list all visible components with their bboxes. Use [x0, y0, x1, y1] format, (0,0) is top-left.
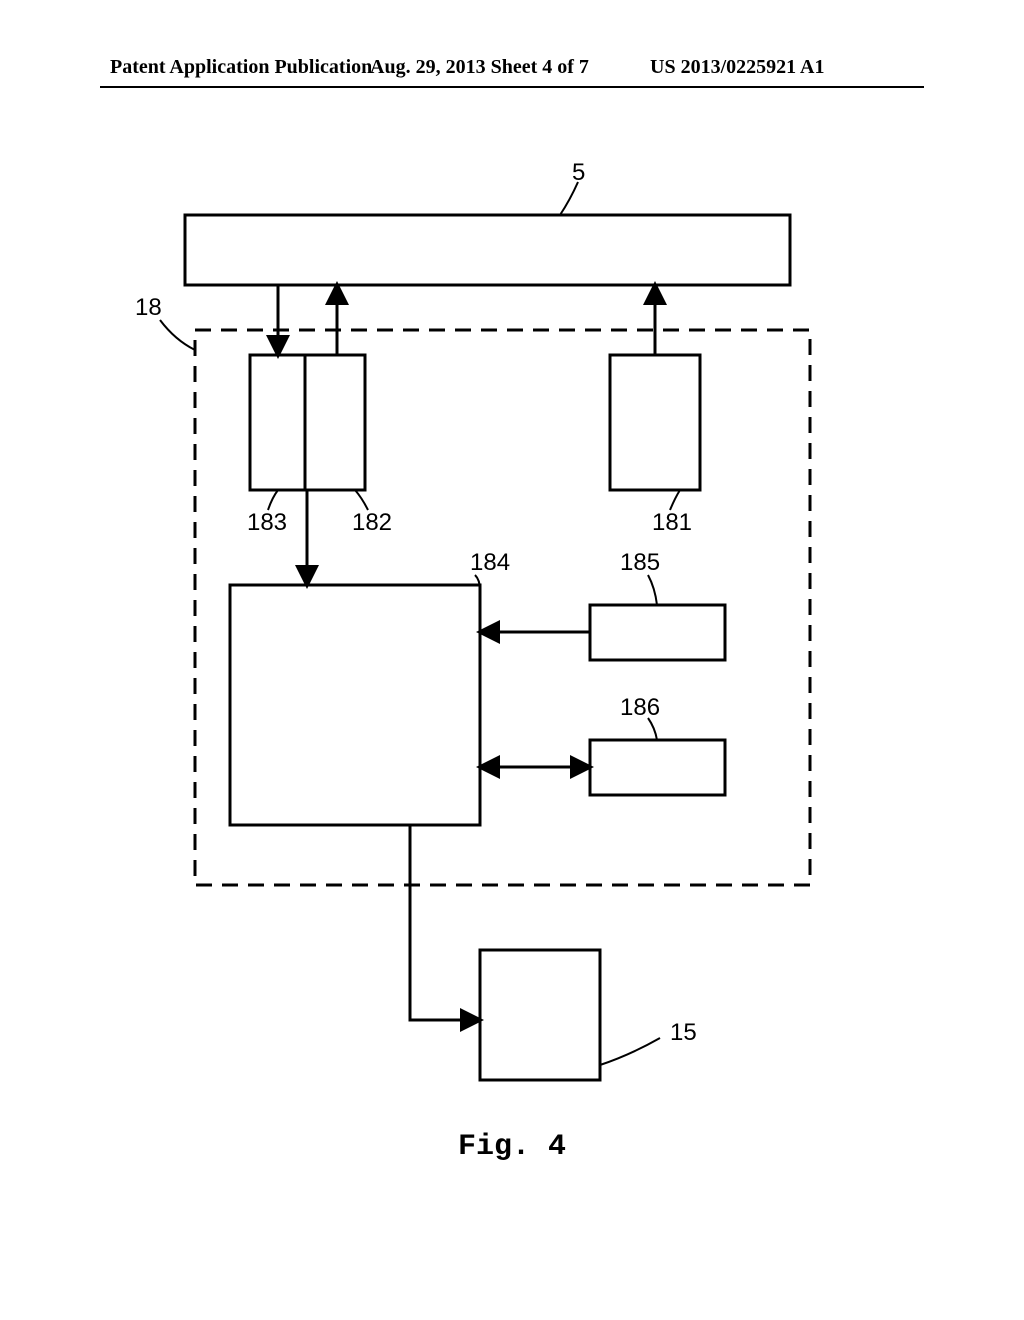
block-b15: [480, 950, 600, 1080]
leader-ll5: [560, 182, 578, 215]
leader-ll18: [160, 320, 195, 350]
label-184: 184: [470, 549, 510, 576]
leader-ll182: [355, 490, 368, 510]
diagram-container: 5 18 183 182 184 185 181 186 15: [100, 160, 880, 1100]
header-center: Aug. 29, 2013 Sheet 4 of 7: [370, 56, 589, 79]
figure-label: Fig. 4: [0, 1130, 1024, 1164]
block-b185: [590, 605, 725, 660]
block-b181: [610, 355, 700, 490]
leader-ll15: [600, 1038, 660, 1065]
label-183: 183: [247, 509, 287, 536]
header-right: US 2013/0225921 A1: [650, 56, 824, 79]
header-rule: [100, 86, 924, 88]
leader-ll185: [648, 575, 657, 605]
leader-ll183: [268, 490, 278, 510]
label-182: 182: [352, 509, 392, 536]
block-b5: [185, 215, 790, 285]
page: Patent Application Publication Aug. 29, …: [0, 0, 1024, 1320]
block-b183: [250, 355, 305, 490]
header-left: Patent Application Publication: [110, 56, 372, 79]
label-15: 15: [670, 1019, 697, 1046]
block-diagram: 5 18 183 182 184 185 181 186 15: [100, 160, 880, 1100]
leader-ll186: [648, 718, 657, 740]
leader-ll181: [670, 490, 680, 510]
label-186: 186: [620, 694, 660, 721]
block-b184: [230, 585, 480, 825]
label-181: 181: [652, 509, 692, 536]
label-5: 5: [572, 160, 585, 186]
edge-e7: [410, 825, 480, 1020]
label-18: 18: [135, 294, 162, 321]
block-b182: [305, 355, 365, 490]
label-185: 185: [620, 549, 660, 576]
block-b186: [590, 740, 725, 795]
